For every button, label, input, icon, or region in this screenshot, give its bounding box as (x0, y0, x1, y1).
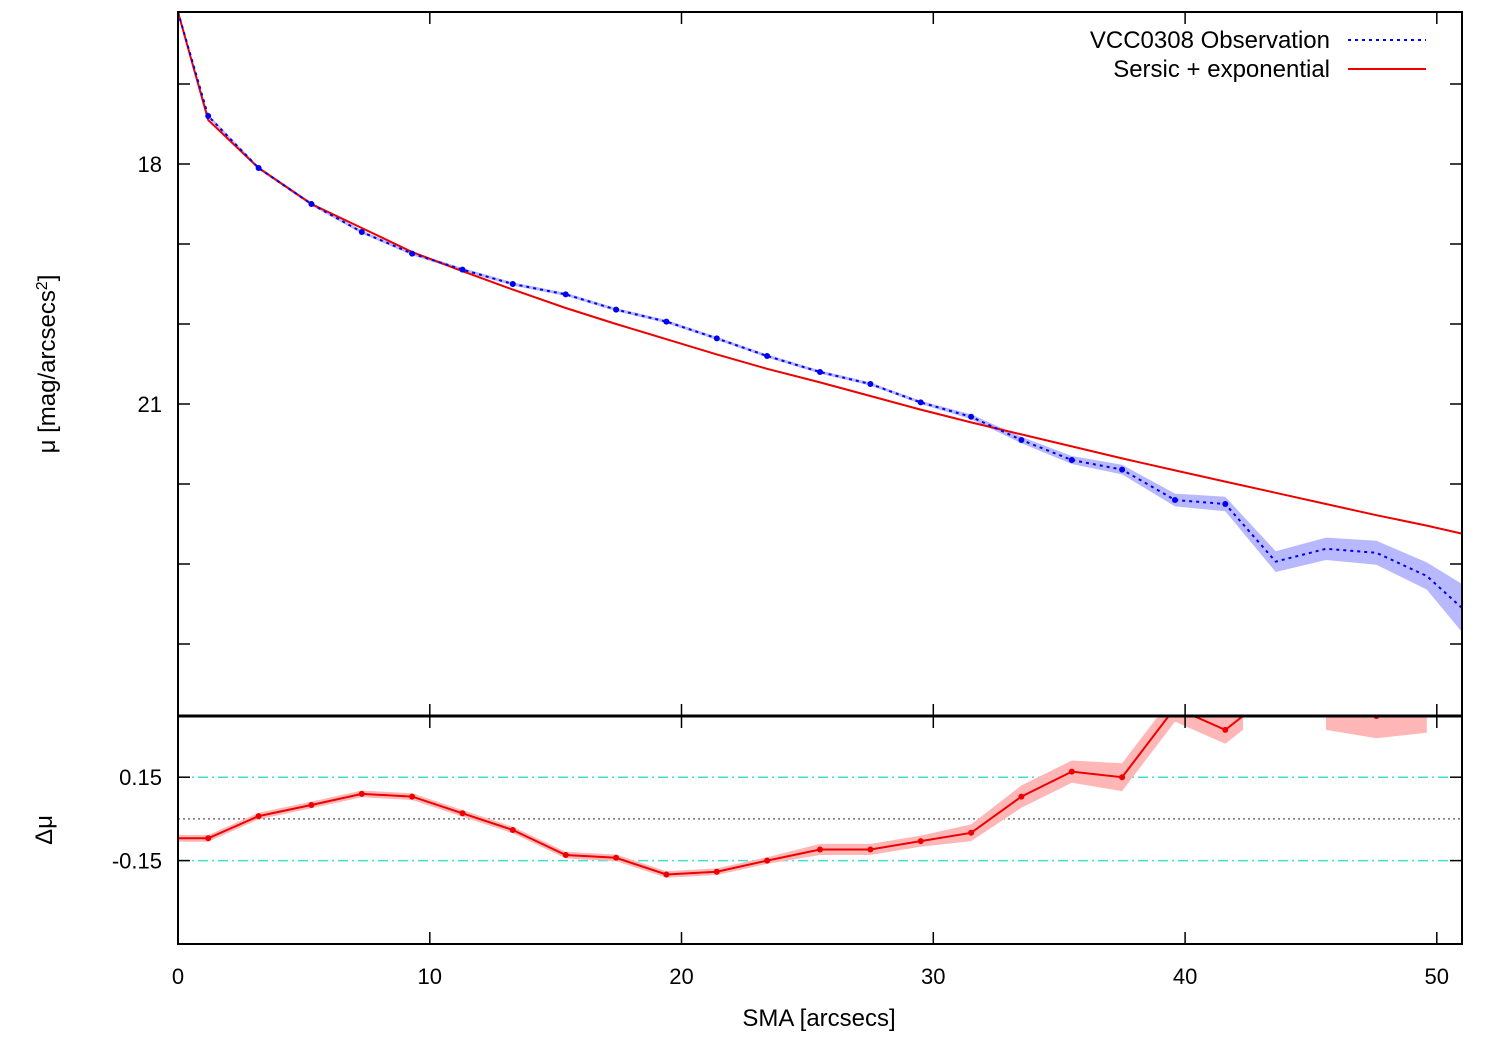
x-tick-label: 40 (1173, 964, 1197, 989)
profile-y-tick-label: 21 (138, 392, 162, 417)
observation-point (308, 201, 315, 207)
residual-point (867, 846, 874, 853)
residual-reference-lines (178, 776, 1462, 862)
residual-frame (177, 715, 1463, 945)
residual-y-tick-label: -0.15 (112, 849, 162, 874)
observation-point (613, 306, 620, 313)
residual-point (205, 835, 212, 842)
residual-point (1068, 768, 1075, 775)
residual-y-axis-title: Δμ (31, 815, 58, 845)
observation-point (205, 113, 212, 119)
residual-point (663, 871, 670, 878)
observation-line (178, 12, 1462, 609)
residual-point (613, 854, 620, 861)
x-tick-label: 20 (669, 964, 693, 989)
residual-error-band (178, 716, 1427, 878)
profile-y-axis-title-main: μ [mag/arcsecs (34, 290, 61, 453)
residual-point (409, 793, 416, 800)
profile-y-tick-label: 18 (138, 152, 162, 177)
observation-point (663, 318, 670, 325)
profile-y-axis-title-tail: ] (34, 275, 61, 282)
residual-point (308, 802, 315, 808)
observation-point (713, 335, 720, 342)
observation-point (255, 165, 262, 171)
residual-band (178, 716, 1243, 878)
residual-point (562, 852, 569, 858)
model-line (178, 12, 1462, 535)
x-tick-label: 30 (921, 964, 945, 989)
legend: VCC0308 Observation Sersic + exponential (1090, 27, 1426, 83)
profile-frame (177, 11, 1463, 717)
observation-point (817, 369, 823, 375)
observation-point (764, 353, 771, 359)
observation-points (205, 113, 1229, 507)
profile-lines (178, 12, 1462, 609)
residual-line (1367, 716, 1382, 718)
residual-point (509, 827, 516, 833)
profile-y-axis-title: μ [mag/arcsecs2] (34, 275, 62, 454)
legend-label-model: Sersic + exponential (1113, 56, 1330, 83)
observation-point (409, 250, 416, 257)
residual-point (358, 790, 365, 797)
residual-point (1018, 793, 1025, 800)
residual-point (917, 838, 924, 845)
residual-point (713, 868, 720, 875)
x-tick-label: 10 (418, 964, 442, 989)
residual-band (1326, 716, 1427, 739)
observation-point (509, 281, 516, 287)
observation-point (1222, 501, 1229, 507)
observation-error-band (178, 12, 1462, 632)
observation-point (459, 266, 466, 273)
residual-point (1119, 774, 1126, 781)
residual-point (255, 813, 262, 820)
residual-points (205, 705, 1380, 878)
residual-panel: 0.15 -0.15 0 10 20 30 40 50 (112, 705, 1462, 989)
residual-point (764, 857, 771, 864)
observation-point (968, 413, 975, 420)
profile-y-axis-title-sup: 2 (34, 281, 51, 290)
observation-band (178, 12, 1462, 632)
residual-point (817, 846, 823, 853)
residual-point (968, 829, 975, 836)
residual-point (1222, 726, 1229, 733)
residual-ticks: 0.15 -0.15 0 10 20 30 40 50 (112, 716, 1462, 989)
observation-point (1018, 437, 1025, 443)
x-tick-label: 0 (172, 964, 184, 989)
observation-point (1119, 466, 1126, 473)
x-tick-label: 50 (1425, 964, 1449, 989)
residual-point (459, 810, 466, 817)
observation-point (1068, 457, 1075, 463)
observation-point (917, 399, 924, 406)
residual-y-tick-label: 0.15 (119, 765, 162, 790)
observation-point (562, 291, 569, 298)
residual-point (1172, 705, 1178, 711)
observation-point (867, 381, 874, 387)
legend-label-observation: VCC0308 Observation (1090, 27, 1330, 54)
observation-point (1172, 497, 1178, 503)
observation-point (358, 229, 365, 235)
residual-line (178, 716, 1244, 876)
x-axis-title: SMA [arcsecs] (742, 1005, 895, 1032)
